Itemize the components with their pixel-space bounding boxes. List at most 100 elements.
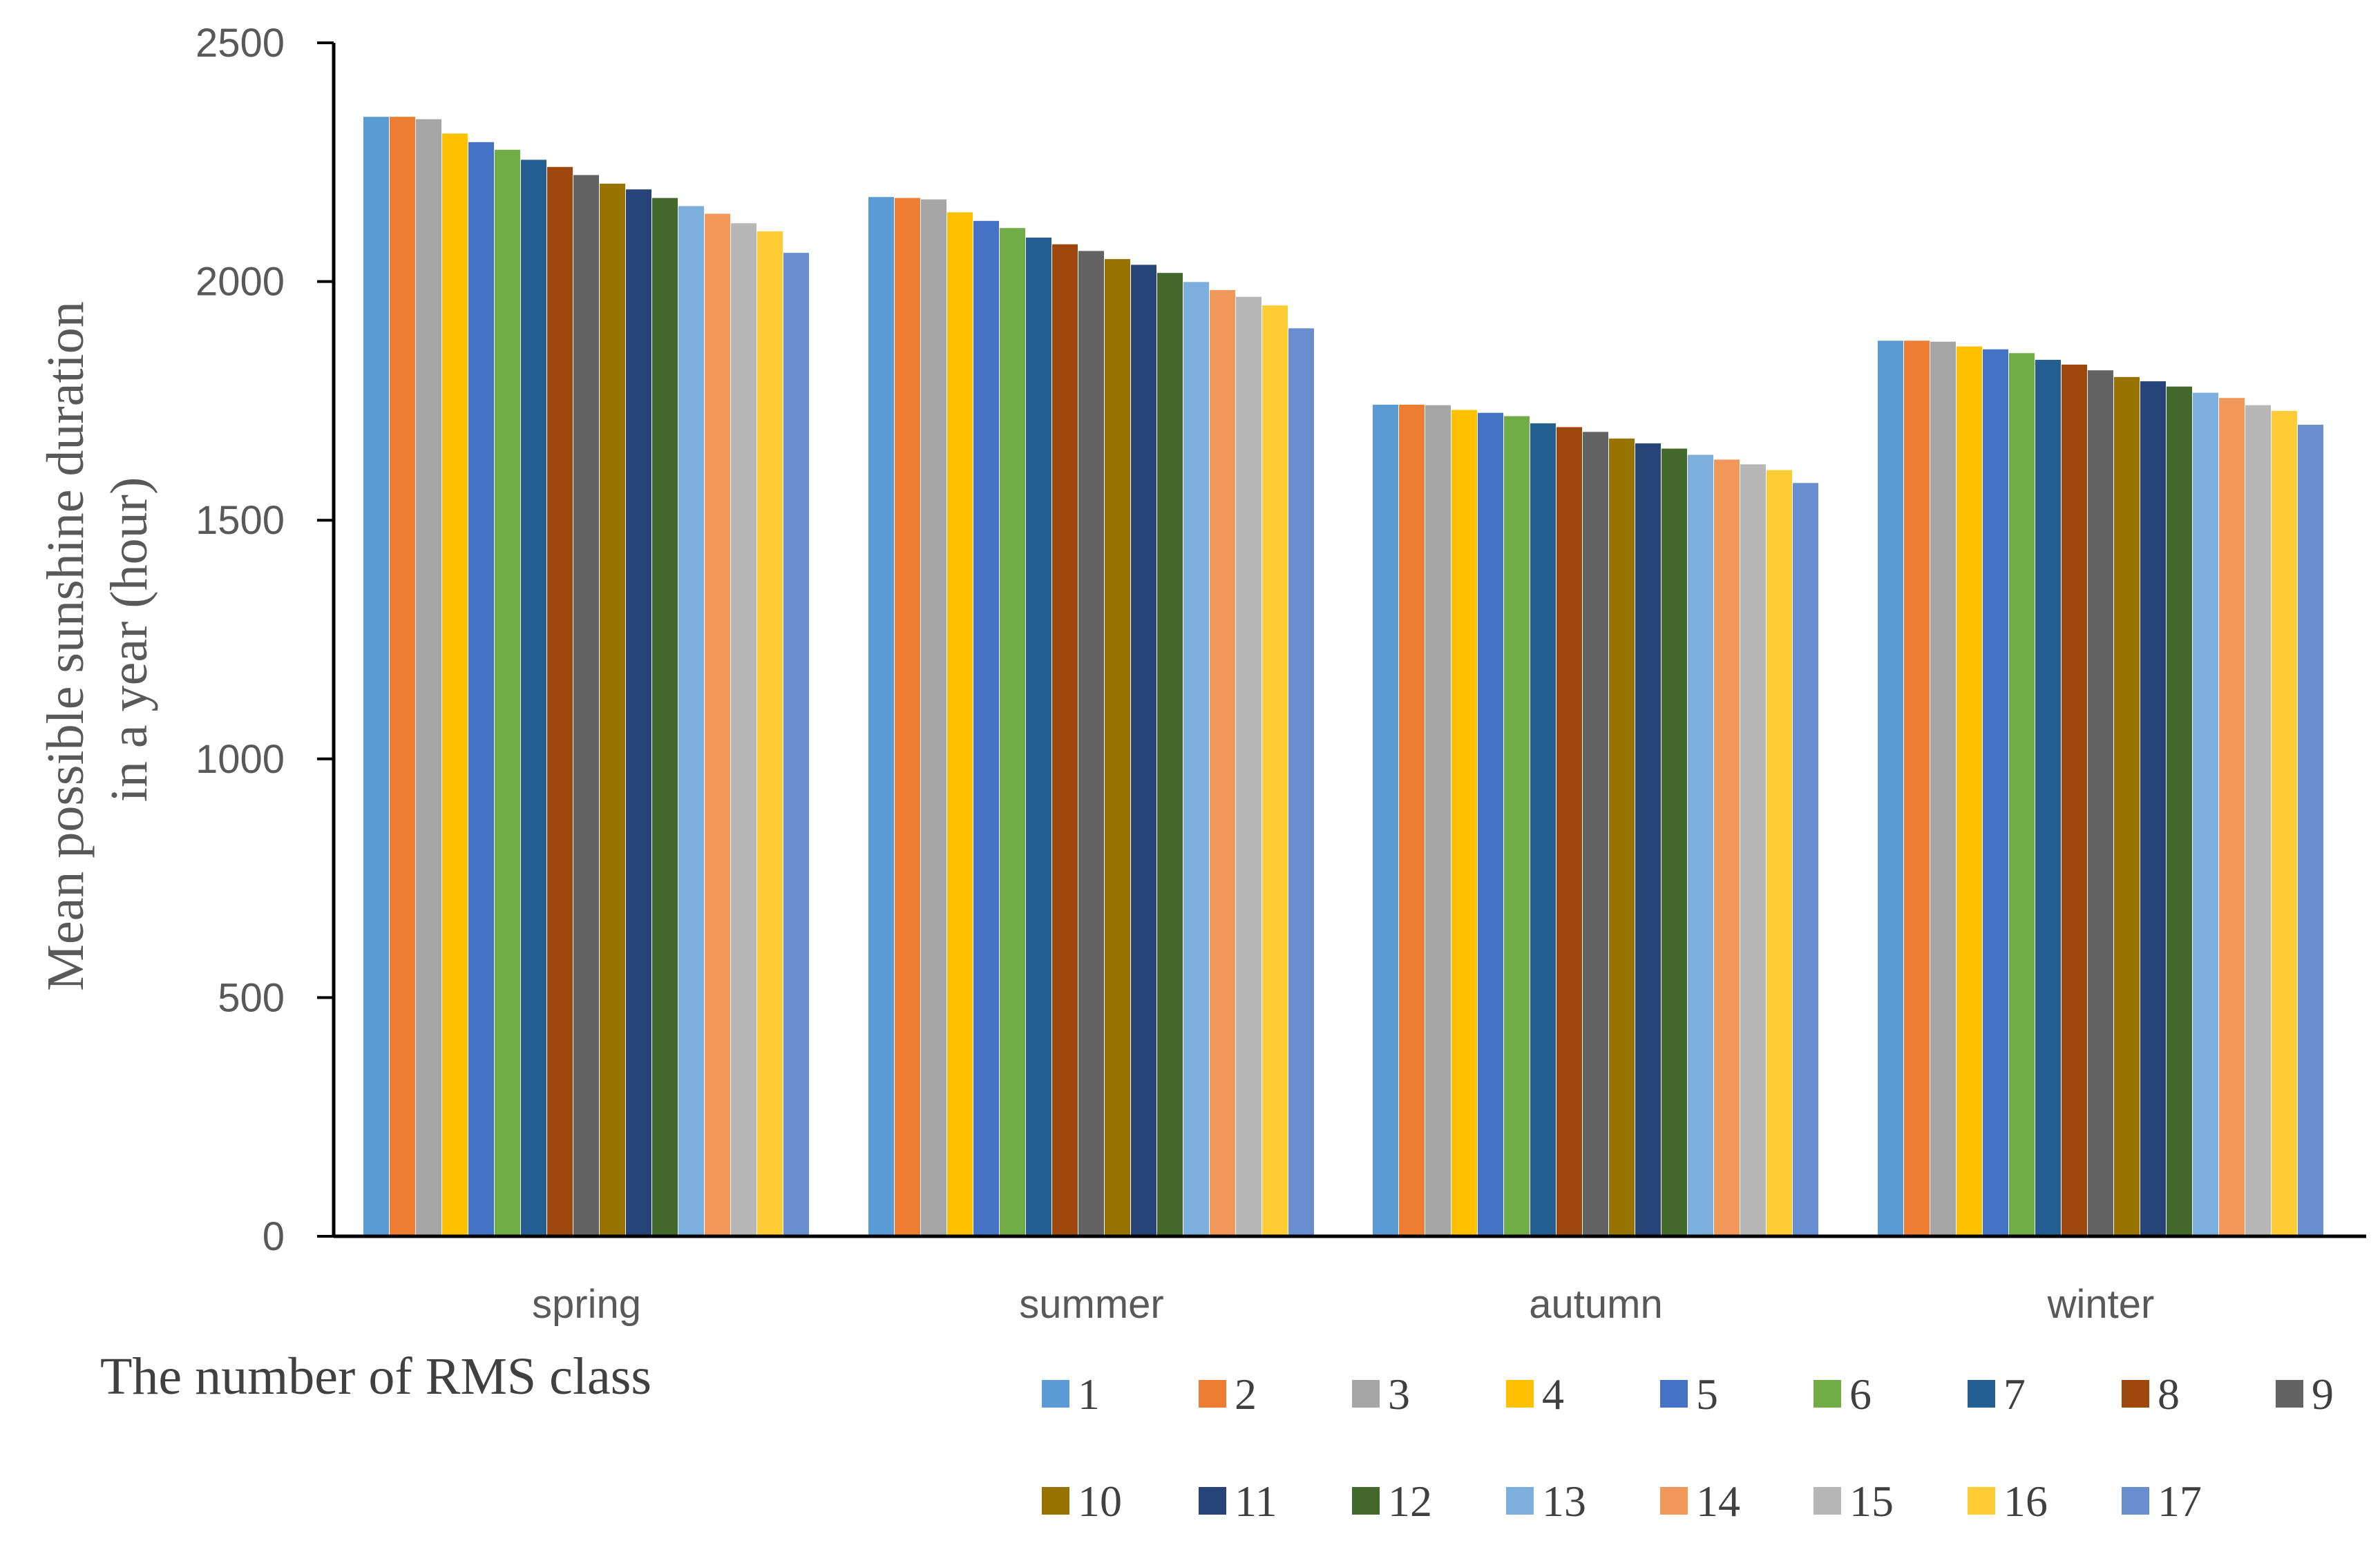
bar-summer-class-16 [1262, 305, 1288, 1236]
bar-winter-class-10 [2114, 376, 2140, 1236]
legend-label-10: 10 [1078, 1477, 1122, 1526]
bar-winter-class-8 [2062, 364, 2087, 1236]
bars [363, 117, 2323, 1237]
legend-swatch-1 [1042, 1380, 1069, 1408]
bar-spring-class-11 [626, 189, 651, 1237]
bar-summer-class-4 [947, 212, 973, 1237]
legend-swatch-13 [1506, 1487, 1534, 1515]
legend-label-3: 3 [1388, 1370, 1410, 1419]
legend-label-7: 7 [2003, 1370, 2026, 1419]
bar-autumn-class-4 [1451, 410, 1477, 1237]
legend-label-2: 2 [1235, 1370, 1257, 1419]
bar-autumn-class-2 [1399, 404, 1425, 1236]
x-tick-label-spring: spring [532, 1282, 641, 1327]
bar-summer-class-8 [1052, 244, 1078, 1236]
bar-autumn-class-7 [1530, 423, 1556, 1236]
bar-winter-class-9 [2088, 370, 2113, 1236]
bar-winter-class-3 [1930, 341, 1956, 1237]
legend-label-1: 1 [1078, 1370, 1100, 1419]
y-tick-label: 0 [263, 1214, 285, 1259]
bar-autumn-class-17 [1793, 483, 1818, 1236]
x-tick-label-winter: winter [2047, 1282, 2155, 1327]
legend-label-12: 12 [1388, 1477, 1432, 1526]
legend-swatch-5 [1660, 1380, 1688, 1408]
legend-swatch-15 [1813, 1487, 1841, 1515]
bar-winter-class-2 [1904, 340, 1930, 1236]
bar-autumn-class-13 [1688, 454, 1713, 1236]
legend-swatch-9 [2276, 1380, 2303, 1408]
bar-autumn-class-8 [1556, 427, 1582, 1236]
legend-swatch-6 [1813, 1380, 1841, 1408]
bar-winter-class-13 [2193, 392, 2218, 1236]
bar-winter-class-4 [1957, 346, 1982, 1236]
y-tick-label: 2500 [196, 21, 285, 66]
bar-spring-class-3 [416, 119, 441, 1236]
bar-spring-class-7 [521, 160, 546, 1236]
bar-autumn-class-11 [1635, 443, 1661, 1237]
bar-summer-class-13 [1183, 282, 1209, 1236]
bar-summer-class-5 [973, 220, 999, 1236]
y-axis-title-line-2: in a year (hour) [100, 477, 158, 803]
bar-spring-class-4 [442, 133, 468, 1236]
legend-label-13: 13 [1542, 1477, 1586, 1526]
bar-autumn-class-1 [1373, 404, 1398, 1236]
x-axis-labels: spring summer autumn winter [532, 1282, 2154, 1327]
bar-summer-class-15 [1236, 296, 1262, 1237]
bar-spring-class-2 [390, 117, 415, 1237]
bar-spring-class-17 [783, 253, 809, 1237]
legend-swatch-2 [1199, 1380, 1226, 1408]
bar-summer-class-3 [921, 199, 946, 1236]
bar-spring-class-9 [573, 175, 599, 1236]
bar-summer-class-9 [1078, 251, 1104, 1237]
bar-spring-class-6 [495, 149, 520, 1236]
bar-autumn-class-12 [1662, 448, 1687, 1236]
bar-summer-class-11 [1131, 265, 1156, 1237]
legend-title: The number of RMS class [100, 1347, 651, 1406]
bar-summer-class-6 [1000, 228, 1025, 1237]
bar-summer-class-1 [868, 197, 894, 1237]
bar-spring-class-8 [547, 166, 573, 1236]
bar-autumn-class-6 [1504, 416, 1530, 1237]
legend-label-8: 8 [2158, 1370, 2180, 1419]
legend-swatch-7 [1968, 1380, 1995, 1408]
bar-winter-class-7 [2035, 359, 2061, 1236]
bar-autumn-class-9 [1583, 432, 1608, 1236]
bar-autumn-class-5 [1478, 412, 1503, 1237]
y-tick-label: 2000 [196, 260, 285, 305]
bar-spring-class-14 [705, 213, 730, 1236]
legend-label-9: 9 [2312, 1370, 2334, 1419]
legend-label-16: 16 [2003, 1477, 2048, 1526]
legend-swatch-12 [1352, 1487, 1380, 1515]
bar-summer-class-12 [1157, 273, 1183, 1236]
bar-spring-class-1 [363, 117, 389, 1237]
bar-summer-class-10 [1105, 259, 1130, 1237]
bar-spring-class-13 [678, 206, 704, 1237]
legend-label-17: 17 [2158, 1477, 2202, 1526]
legend-label-5: 5 [1696, 1370, 1718, 1419]
bar-winter-class-16 [2272, 410, 2297, 1236]
bar-spring-class-5 [468, 142, 494, 1236]
legend-swatch-8 [2122, 1380, 2149, 1408]
legend-swatch-4 [1506, 1380, 1534, 1408]
y-tick-label: 1500 [196, 498, 285, 543]
y-tick-label: 500 [218, 975, 285, 1020]
bar-autumn-class-3 [1425, 405, 1451, 1236]
legend-swatch-10 [1042, 1487, 1069, 1515]
x-tick-label-autumn: autumn [1529, 1282, 1662, 1327]
legend-swatch-14 [1660, 1487, 1688, 1515]
legend-swatch-16 [1968, 1487, 1995, 1515]
bar-winter-class-6 [2009, 353, 2035, 1236]
x-tick-label-summer: summer [1019, 1282, 1163, 1327]
legend-label-4: 4 [1542, 1370, 1564, 1419]
bar-autumn-class-16 [1767, 470, 1792, 1236]
legend-swatch-17 [2122, 1487, 2149, 1515]
bar-winter-class-12 [2167, 386, 2192, 1236]
y-tick-label: 1000 [196, 737, 285, 782]
bar-summer-class-17 [1288, 328, 1314, 1236]
bar-winter-class-1 [1878, 340, 1903, 1236]
legend-label-6: 6 [1849, 1370, 1872, 1419]
bar-winter-class-5 [1983, 349, 2008, 1237]
bar-spring-class-10 [600, 183, 625, 1236]
legend-label-14: 14 [1696, 1477, 1740, 1526]
bar-autumn-class-10 [1609, 439, 1635, 1236]
